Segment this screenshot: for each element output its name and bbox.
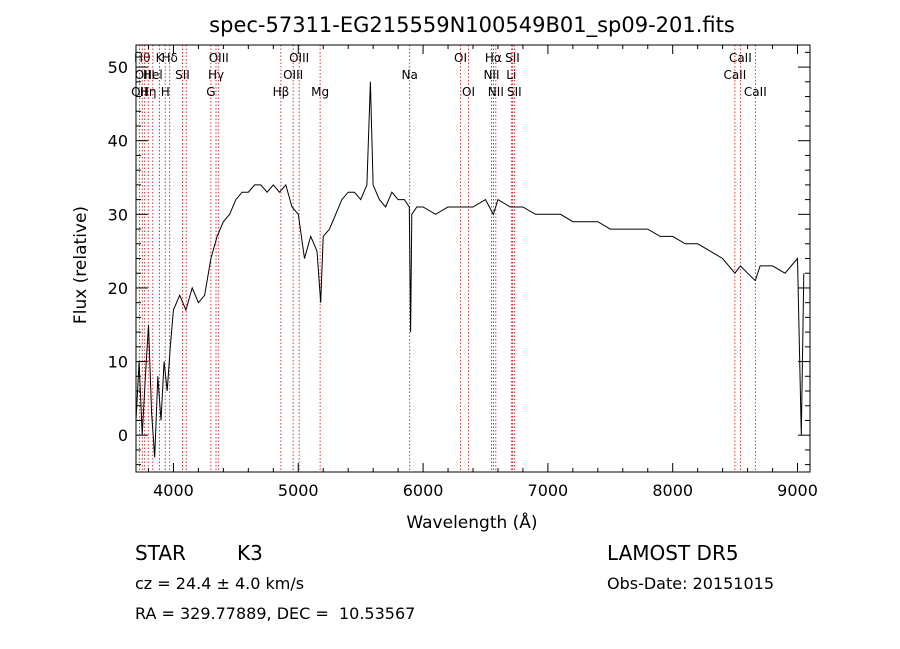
line-marker-label: Hα <box>485 51 502 65</box>
x-tick-label: 5000 <box>278 481 319 500</box>
line-marker-label: Hδ <box>162 51 178 65</box>
obs-date: Obs-Date: 20151015 <box>607 574 775 593</box>
line-marker-label: SII <box>505 51 520 65</box>
line-markers: OII Hθ OIII Hη Hel K H Hδ SII G Hγ OIII Hβ OIII OIII Mg… <box>131 45 767 472</box>
line-marker-label: NII <box>483 68 499 82</box>
line-marker-label: H <box>161 85 170 99</box>
line-marker-label: CaII <box>723 68 746 82</box>
line-marker-label: Hθ <box>134 51 150 65</box>
line-marker-label: Li <box>506 68 516 82</box>
y-tick-label: 0 <box>118 426 128 445</box>
x-tick-label: 4000 <box>153 481 194 500</box>
x-axis-label: Wavelength (Å) <box>406 511 537 533</box>
plot-frame <box>135 44 811 473</box>
line-marker-label: OII <box>131 85 148 99</box>
line-marker-label: SII <box>175 68 190 82</box>
line-marker-label: Hβ <box>273 85 290 99</box>
line-marker-label: Mg <box>311 85 329 99</box>
line-marker-label: OIII <box>289 51 309 65</box>
axes: 4000 5000 6000 7000 8000 9000 0 10 20 30 40 50 <box>108 45 818 500</box>
x-tick-label: 7000 <box>528 481 569 500</box>
y-tick-label: 40 <box>108 132 128 151</box>
coordinates: RA = 329.77889, DEC = 10.53567 <box>135 604 416 623</box>
redshift-value: cz = 24.4 ± 4.0 km/s <box>135 574 305 593</box>
line-marker-label: Hγ <box>208 68 224 82</box>
line-marker-label: Hη <box>140 85 157 99</box>
line-marker-label: Hel <box>143 68 163 82</box>
line-marker-label: OI <box>462 85 475 99</box>
line-marker-label: G <box>206 85 215 99</box>
line-marker-label: CaII <box>744 85 767 99</box>
object-class: STAR <box>135 541 186 565</box>
line-marker-label: OIII <box>209 51 229 65</box>
line-marker-label: NII <box>488 85 504 99</box>
y-tick-label: 10 <box>108 353 128 372</box>
chart-title: spec-57311-EG215559N100549B01_sp09-201.f… <box>209 13 735 38</box>
line-marker-label: Na <box>402 68 418 82</box>
y-tick-label: 30 <box>108 205 128 224</box>
line-marker-label: OIII <box>135 68 155 82</box>
x-tick-label: 8000 <box>652 481 693 500</box>
line-marker-label: CaII <box>729 51 752 65</box>
line-marker-label: SII <box>507 85 522 99</box>
y-tick-label: 20 <box>108 279 128 298</box>
y-axis-label: Flux (relative) <box>71 206 91 324</box>
line-marker-label: OIII <box>283 68 303 82</box>
line-marker-label: OI <box>454 51 467 65</box>
spectrum-line <box>135 81 805 458</box>
object-subclass: K3 <box>237 541 263 565</box>
x-tick-label: 9000 <box>777 481 818 500</box>
survey-name: LAMOST DR5 <box>607 541 739 565</box>
line-marker-label: K <box>156 51 165 65</box>
y-tick-label: 50 <box>108 58 128 77</box>
x-tick-label: 6000 <box>403 481 444 500</box>
